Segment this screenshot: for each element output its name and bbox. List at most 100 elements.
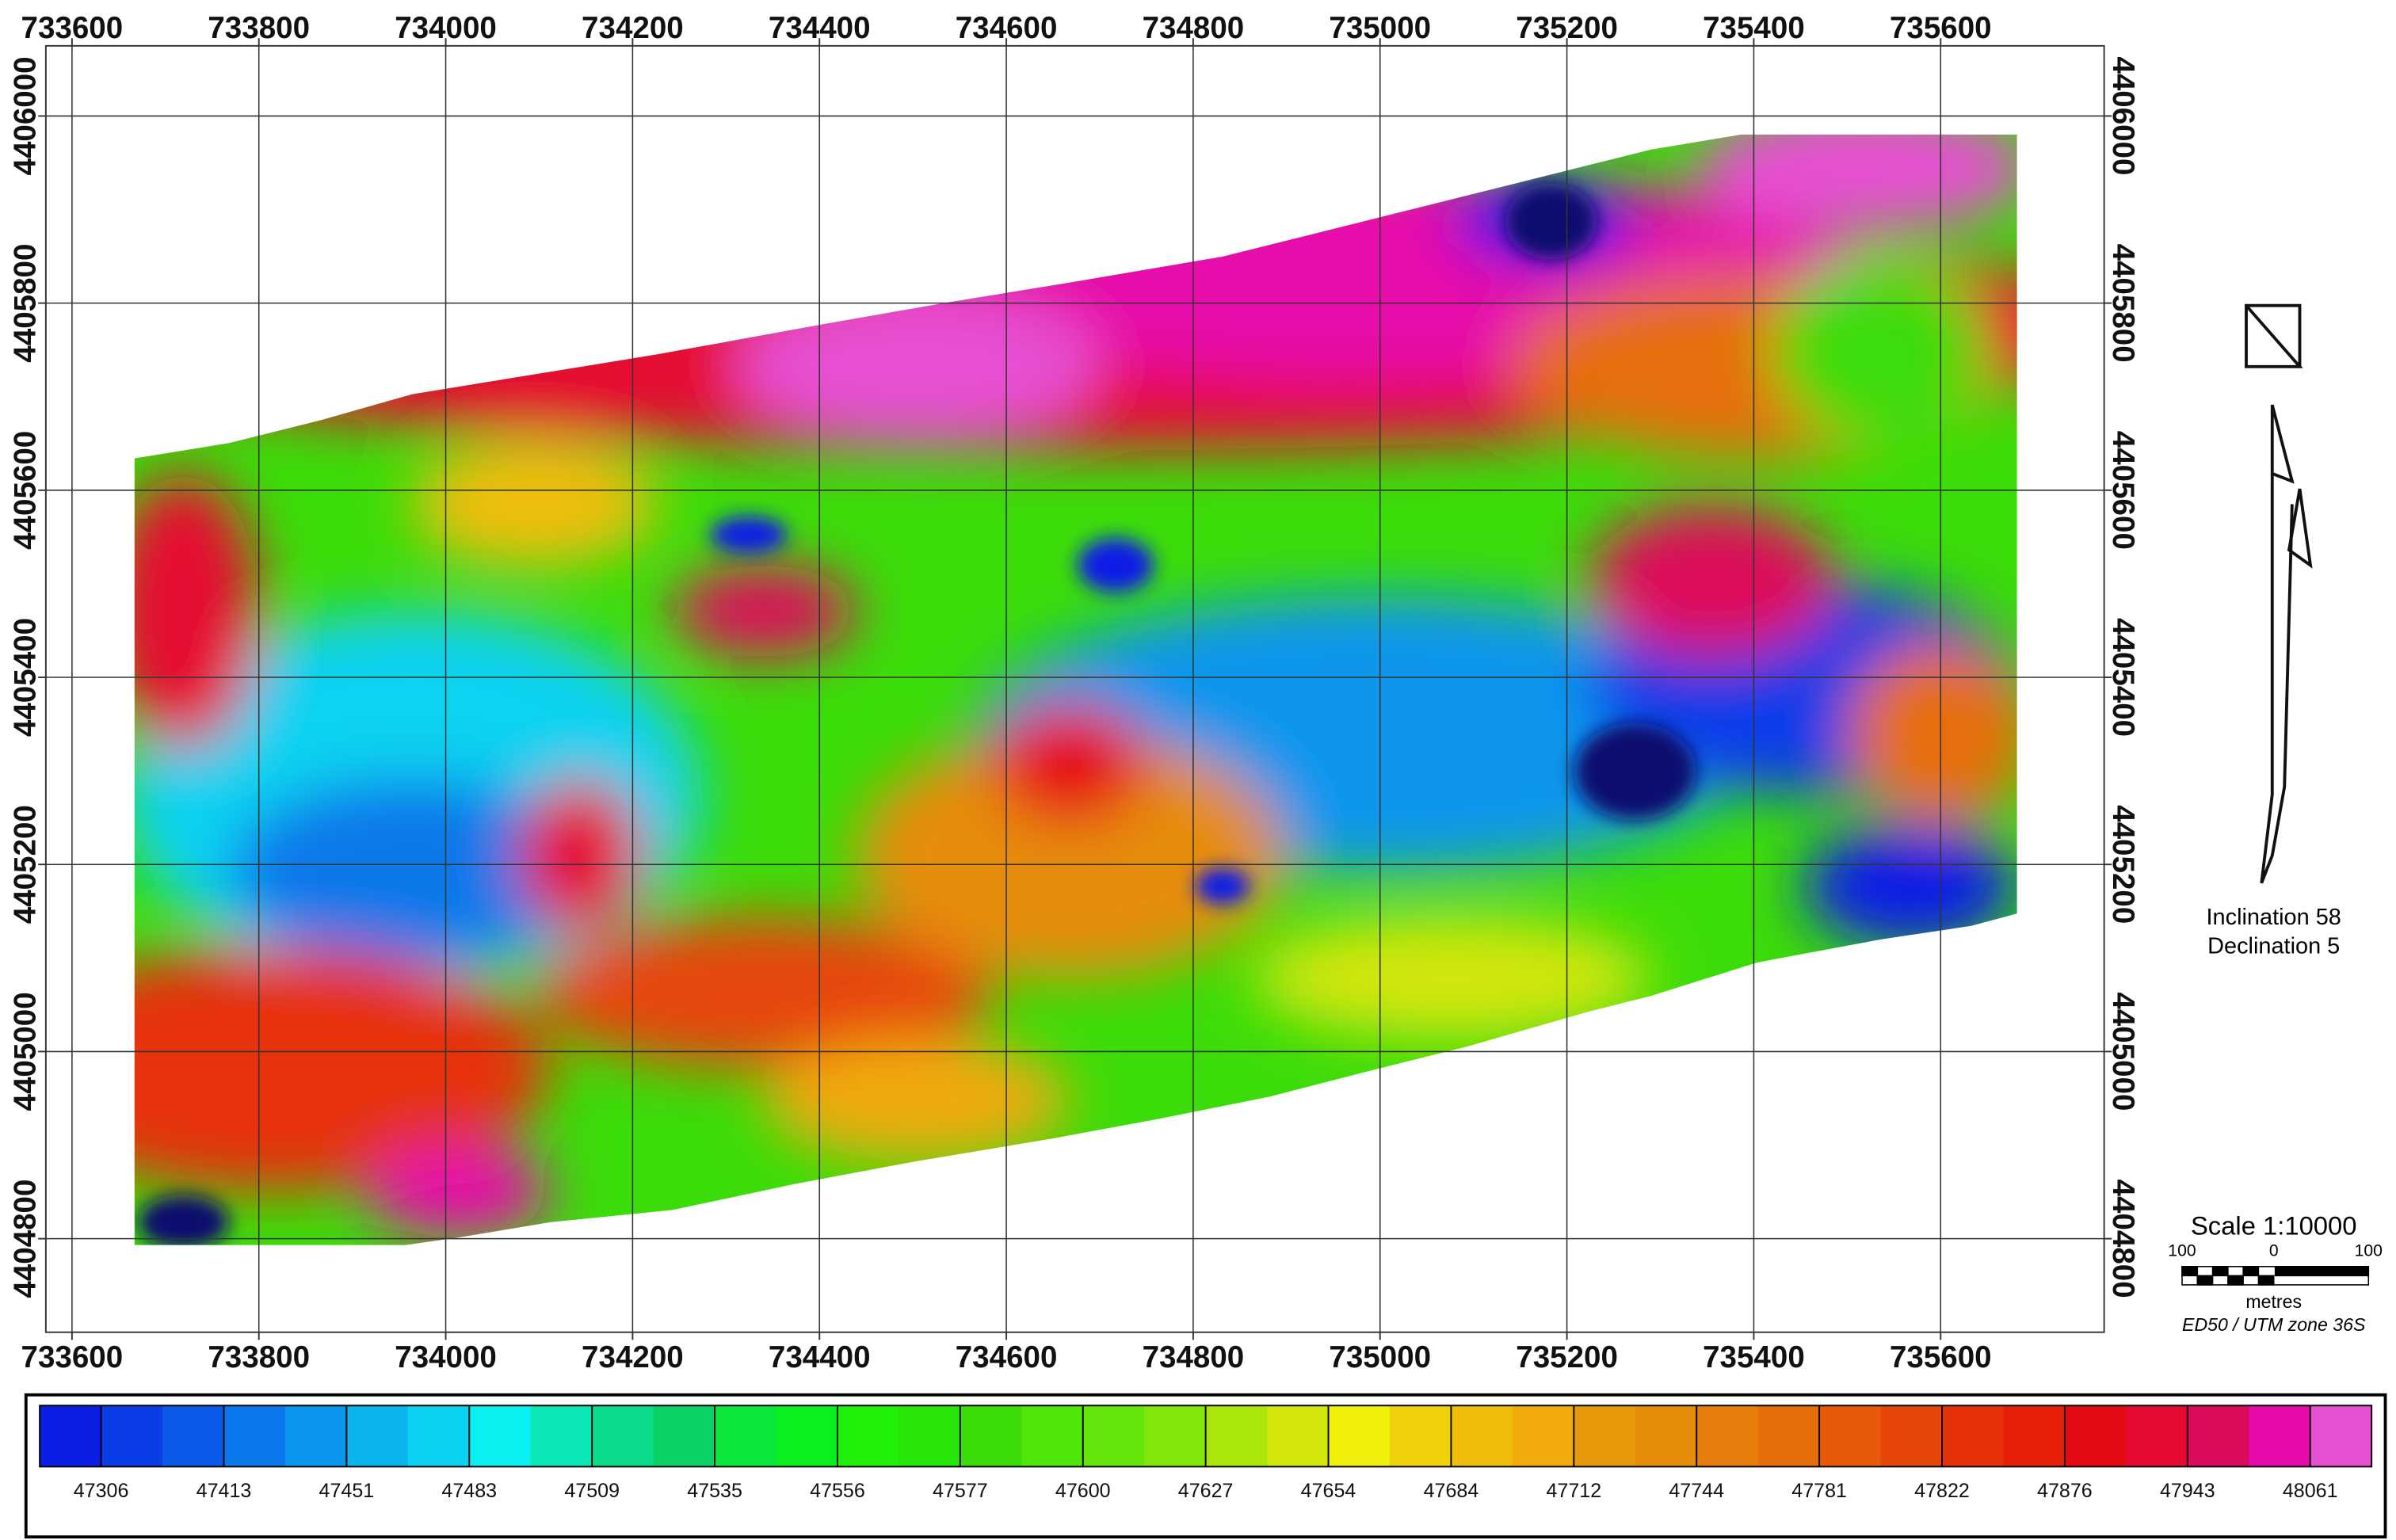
- colorbar-swatch: [592, 1405, 654, 1467]
- y-tick-label: 4406000: [2106, 56, 2140, 175]
- colorbar-swatch: [1144, 1405, 1207, 1467]
- colorbar-swatch: [2126, 1405, 2188, 1467]
- colorbar-label: 47509: [564, 1480, 620, 1502]
- colorbar-swatch: [2187, 1405, 2250, 1467]
- colorbar-swatch: [530, 1405, 593, 1467]
- colorbar-swatch: [1451, 1405, 1513, 1467]
- scale-unit: metres: [2245, 1291, 2302, 1312]
- x-tick-label: 733800: [208, 1340, 310, 1374]
- x-tick-label: 735200: [1516, 1340, 1618, 1374]
- y-tick-label: 4404800: [2106, 1180, 2140, 1298]
- colorbar-label: 47654: [1301, 1480, 1356, 1502]
- x-tick-label: 735600: [1890, 11, 1992, 45]
- y-tick-label: 4405800: [2106, 244, 2140, 363]
- colorbar-label: 47577: [933, 1480, 988, 1502]
- x-tick-label: 734200: [582, 11, 684, 45]
- colorbar-swatch: [1512, 1405, 1575, 1467]
- colorbar-swatch: [284, 1405, 348, 1467]
- north-arrow: [2245, 303, 2313, 884]
- colorbar-swatch: [1635, 1405, 1698, 1467]
- colorbar-swatch: [837, 1405, 900, 1467]
- x-tick-label: 734400: [769, 1340, 871, 1374]
- x-tick-label: 735200: [1516, 11, 1618, 45]
- colorbar-label: 47483: [441, 1480, 497, 1502]
- colorbar-label: 47600: [1055, 1480, 1111, 1502]
- x-tick-label: 735000: [1329, 1340, 1431, 1374]
- colorbar-swatch: [1205, 1405, 1269, 1467]
- x-tick-label: 735400: [1703, 1340, 1805, 1374]
- colorbar-swatch: [1880, 1405, 1943, 1467]
- declination: Declination 5: [2207, 933, 2340, 959]
- x-tick-label: 734000: [395, 11, 497, 45]
- colorbar-swatch: [715, 1405, 777, 1467]
- colorbar: 47306 47413 47451 47483 47509 47535 47556 47577…: [39, 1405, 2373, 1502]
- colorbar-label: 47684: [1424, 1480, 1479, 1502]
- colorbar-label: 47627: [1178, 1480, 1234, 1502]
- y-tick-label: 4405400: [2106, 618, 2140, 737]
- scale-bar: [2181, 1266, 2370, 1286]
- x-tick-label: 735400: [1703, 11, 1805, 45]
- colorbar-label: 47712: [1546, 1480, 1601, 1502]
- x-tick-label: 734000: [395, 1340, 497, 1374]
- x-tick-label: 734800: [1143, 11, 1245, 45]
- scale-left: 100: [2168, 1241, 2196, 1260]
- colorbar-swatch: [407, 1405, 471, 1467]
- colorbar-label: 47822: [1914, 1480, 1970, 1502]
- y-tick-label: 4405200: [2106, 805, 2140, 924]
- scale-middle: 0: [2269, 1241, 2279, 1260]
- colorbar-swatch: [40, 1405, 102, 1467]
- colorbar-label: 47943: [2160, 1480, 2215, 1502]
- axis-labels: 733600 733600 733800 733800 734000 734000 7342…: [8, 11, 2140, 1374]
- colorbar-swatch: [898, 1405, 961, 1467]
- scale-title: Scale 1:10000: [2191, 1210, 2357, 1240]
- colorbar-swatch: [1757, 1405, 1821, 1467]
- colorbar-label: 47413: [196, 1480, 252, 1502]
- colorbar-swatch: [2310, 1405, 2373, 1467]
- colorbar-label: 47556: [810, 1480, 865, 1502]
- y-tick-label: 4405600: [8, 431, 42, 550]
- colorbar-swatch: [101, 1405, 164, 1467]
- x-tick-label: 733600: [21, 11, 124, 45]
- y-tick-label: 4405000: [2106, 992, 2140, 1111]
- projection: ED50 / UTM zone 36S: [2182, 1314, 2366, 1335]
- colorbar-swatch: [1328, 1405, 1391, 1467]
- colorbar-swatch: [1819, 1405, 1882, 1467]
- x-tick-label: 735600: [1890, 1340, 1992, 1374]
- grid: [45, 45, 2104, 1332]
- colorbar-swatch: [960, 1405, 1023, 1467]
- map-frame: [44, 44, 2105, 1333]
- y-tick-label: 4404800: [8, 1180, 42, 1298]
- colorbar-swatch: [1574, 1405, 1636, 1467]
- colorbar-swatch: [653, 1405, 716, 1467]
- colorbar-swatch: [1942, 1405, 2005, 1467]
- colorbar-swatch: [223, 1405, 286, 1467]
- anomaly-raster: [134, 134, 2017, 1245]
- colorbar-swatch: [1696, 1405, 1759, 1467]
- colorbar-swatch: [776, 1405, 838, 1467]
- y-tick-label: 4406000: [8, 56, 42, 175]
- colorbar-swatch: [162, 1405, 225, 1467]
- y-tick-label: 4405600: [2106, 431, 2140, 550]
- inclination: Inclination 58: [2207, 905, 2341, 930]
- x-tick-label: 733800: [208, 11, 310, 45]
- x-tick-label: 734600: [956, 11, 1058, 45]
- colorbar-swatch: [1267, 1405, 1330, 1467]
- y-tick-label: 4405200: [8, 805, 42, 924]
- colorbar-swatch: [2064, 1405, 2127, 1467]
- colorbar-label: 48061: [2283, 1480, 2338, 1502]
- x-tick-label: 734200: [582, 1340, 684, 1374]
- x-tick-label: 734600: [956, 1340, 1058, 1374]
- colorbar-label: 47306: [74, 1480, 129, 1502]
- colorbar-swatch: [2003, 1405, 2066, 1467]
- x-tick-label: 734400: [769, 11, 871, 45]
- colorbar-label: 47535: [687, 1480, 742, 1502]
- colorbar-swatch: [1082, 1405, 1146, 1467]
- x-tick-label: 735000: [1329, 11, 1431, 45]
- colorbar-label: 47451: [319, 1480, 375, 1502]
- colorbar-label: 47876: [2037, 1480, 2093, 1502]
- colorbar-swatch: [2249, 1405, 2311, 1467]
- y-tick-label: 4405800: [8, 244, 42, 363]
- colorbar-label: 47744: [1669, 1480, 1724, 1502]
